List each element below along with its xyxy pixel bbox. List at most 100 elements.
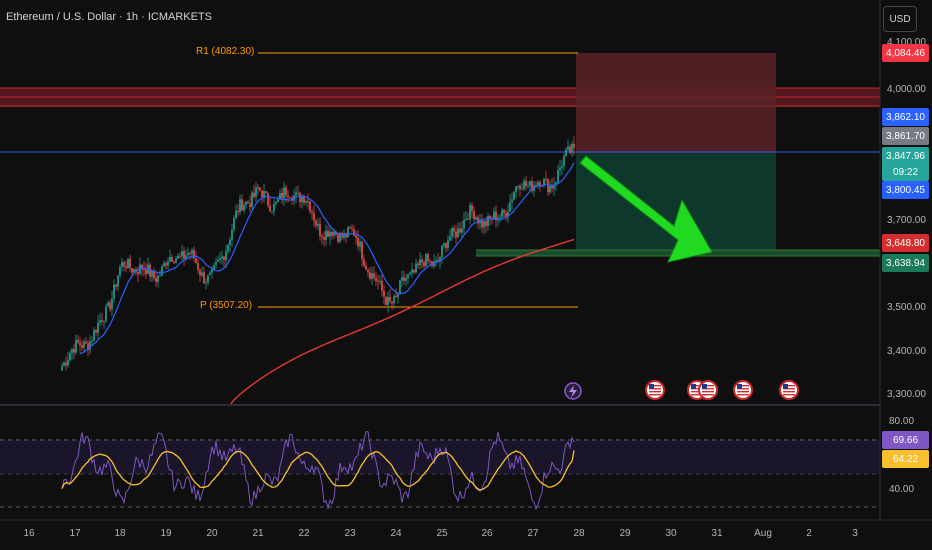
- candle-body: [261, 190, 263, 198]
- candle-body: [389, 296, 391, 302]
- us-flag-event-icon[interactable]: [698, 380, 718, 400]
- time-axis-label: 26: [481, 528, 493, 539]
- time-axis-label: 31: [711, 528, 723, 539]
- candle-body: [111, 298, 113, 310]
- time-axis-label: 22: [298, 528, 310, 539]
- candle-body: [497, 217, 499, 220]
- price-tick: 3,400.00: [887, 346, 926, 357]
- candle-body: [65, 362, 67, 366]
- rsi-tick: 40.00: [889, 484, 915, 495]
- candle-body: [199, 270, 201, 276]
- time-axis-label: 25: [436, 528, 448, 539]
- candle-body: [545, 179, 547, 181]
- time-axis-label: 23: [344, 528, 356, 539]
- candle-body: [301, 196, 303, 203]
- candle-body: [563, 156, 565, 166]
- candle-body: [177, 255, 179, 259]
- ma-slow-price-tag: 3,648.80: [882, 234, 929, 252]
- candle-body: [517, 185, 519, 187]
- time-axis-label: 20: [206, 528, 218, 539]
- candle-body: [473, 211, 475, 220]
- candle-body: [115, 284, 117, 287]
- candle-body: [205, 282, 207, 284]
- candle-body: [67, 359, 69, 366]
- candle-body: [101, 320, 103, 322]
- r1-pivot-label: R1 (4082.30): [196, 46, 255, 57]
- candle-body: [351, 228, 353, 230]
- support-price-tag: 3,638.94: [882, 254, 929, 272]
- candle-body: [253, 192, 255, 197]
- candle-body: [543, 179, 545, 186]
- candle-body: [451, 228, 453, 237]
- us-flag-event-icon[interactable]: [733, 380, 753, 400]
- candle-body: [183, 251, 185, 259]
- candle-body: [475, 217, 477, 220]
- candle-body: [201, 272, 203, 276]
- candle-body: [227, 244, 229, 252]
- countdown-tag: 09:22: [882, 163, 929, 181]
- candle-body: [487, 216, 489, 227]
- candle-body: [547, 179, 549, 193]
- candle-body: [503, 209, 505, 214]
- candle-body: [429, 260, 431, 262]
- trade-stop-box: [576, 53, 776, 153]
- candle-body: [141, 264, 143, 270]
- symbol-title[interactable]: Ethereum / U.S. Dollar · 1h · ICMARKETS: [6, 11, 212, 23]
- candle-body: [93, 330, 95, 341]
- rsi-value-tag: 69.66: [882, 431, 929, 449]
- candles-layer: [61, 136, 575, 372]
- flash-event-icon[interactable]: [564, 382, 582, 400]
- candle-body: [505, 213, 507, 217]
- candle-body: [149, 264, 151, 277]
- candle-body: [391, 301, 393, 304]
- candle-body: [539, 182, 541, 187]
- candle-body: [353, 229, 355, 236]
- candle-body: [275, 202, 277, 204]
- candle-body: [161, 266, 163, 276]
- candle-body: [397, 293, 399, 298]
- candle-body: [527, 185, 529, 187]
- candle-body: [515, 186, 517, 192]
- candle-body: [265, 191, 267, 194]
- candle-body: [173, 261, 175, 263]
- us-flag-event-icon[interactable]: [779, 380, 799, 400]
- candle-body: [145, 269, 147, 275]
- candle-body: [91, 340, 93, 342]
- candle-body: [513, 191, 515, 200]
- candle-body: [423, 262, 425, 267]
- candle-body: [171, 256, 173, 262]
- candle-body: [263, 191, 265, 198]
- candle-body: [421, 259, 423, 263]
- candle-body: [383, 290, 385, 297]
- rsi-band: [0, 440, 880, 474]
- currency-button[interactable]: USD: [883, 6, 917, 32]
- candle-body: [501, 209, 503, 217]
- candle-body: [365, 265, 367, 270]
- candle-body: [181, 251, 183, 257]
- candle-body: [573, 143, 575, 148]
- ma-fast-price-tag: 3,800.45: [882, 181, 929, 199]
- candle-body: [271, 211, 273, 213]
- candle-body: [531, 181, 533, 192]
- candle-body: [297, 192, 299, 194]
- candle-body: [273, 203, 275, 212]
- candle-body: [241, 199, 243, 211]
- candle-body: [361, 241, 363, 260]
- candle-body: [109, 302, 111, 310]
- candle-body: [481, 219, 483, 228]
- candle-body: [209, 272, 211, 276]
- candle-body: [317, 223, 319, 226]
- candle-body: [269, 205, 271, 212]
- candle-body: [193, 249, 195, 259]
- candle-body: [169, 256, 171, 262]
- candle-body: [255, 187, 257, 197]
- time-axis-label: 29: [619, 528, 631, 539]
- candle-body: [441, 245, 443, 258]
- candle-body: [553, 184, 555, 189]
- us-flag-event-icon[interactable]: [645, 380, 665, 400]
- candle-body: [521, 188, 523, 190]
- rsi-line: [61, 431, 575, 511]
- candle-body: [249, 203, 251, 208]
- candle-body: [155, 278, 157, 282]
